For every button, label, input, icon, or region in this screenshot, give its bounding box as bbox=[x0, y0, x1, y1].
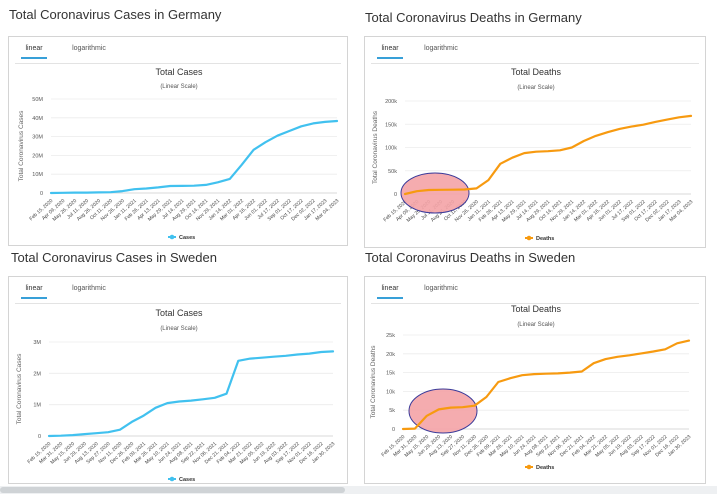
chart-card-germany-deaths: linear logarithmic Total Deaths (Linear Sc… bbox=[364, 36, 706, 248]
y-tick-label: 50k bbox=[388, 169, 397, 175]
highlight-ellipse bbox=[400, 172, 470, 214]
tab-logarithmic[interactable]: logarithmic bbox=[424, 45, 458, 52]
legend-marker bbox=[169, 234, 175, 240]
chart-sweden-cases: Total Cases (Linear Scale) Total Coronavir… bbox=[16, 308, 336, 483]
data-line-cases bbox=[47, 350, 335, 438]
y-tick-label: 3M bbox=[33, 340, 41, 346]
tab-logarithmic[interactable]: logarithmic bbox=[72, 285, 106, 292]
chart-card-sweden-deaths: linear logarithmic Total Deaths (Linear Sc… bbox=[364, 276, 706, 484]
tab-divider bbox=[15, 303, 341, 304]
tab-logarithmic[interactable]: logarithmic bbox=[72, 45, 106, 52]
legend-label: Cases bbox=[179, 235, 195, 241]
chart-title: Total Deaths bbox=[511, 67, 562, 77]
data-line-deaths bbox=[403, 114, 693, 196]
y-tick-label: 0 bbox=[38, 434, 41, 440]
y-tick-label: 20k bbox=[386, 352, 395, 358]
y-tick-label: 150k bbox=[385, 122, 397, 128]
tab-linear[interactable]: linear bbox=[377, 282, 403, 299]
chart-subtitle: (Linear Scale) bbox=[517, 85, 554, 91]
chart-title: Total Cases bbox=[155, 67, 203, 77]
y-tick-label: 10k bbox=[386, 389, 395, 395]
tab-linear[interactable]: linear bbox=[21, 282, 47, 299]
chart-germany-cases: Total Cases (Linear Scale) Total Coronavir… bbox=[18, 67, 340, 241]
y-tick-label: 25k bbox=[386, 333, 395, 339]
chart-heading-sweden-cases: Total Coronavirus Cases in Sweden bbox=[11, 250, 217, 265]
y-tick-label: 50M bbox=[32, 97, 43, 103]
y-axis-label: Total Coronavirus Deaths bbox=[370, 345, 377, 419]
data-line-cases bbox=[49, 119, 339, 195]
chart-sweden-deaths: Total Deaths (Linear Scale) Total Coronavi… bbox=[370, 304, 692, 471]
chart-card-germany-cases: linear logarithmic Total Cases (Linear Sca… bbox=[8, 36, 348, 246]
chart-heading-germany-cases: Total Coronavirus Cases in Germany bbox=[9, 7, 222, 22]
tab-divider bbox=[371, 303, 699, 304]
y-tick-label: 0 bbox=[392, 427, 395, 433]
y-tick-label: 20M bbox=[32, 153, 43, 159]
chart-card-sweden-cases: linear logarithmic Total Cases (Linear Sca… bbox=[8, 276, 348, 484]
y-axis-label: Total Coronavirus Cases bbox=[16, 353, 23, 425]
chart-heading-sweden-deaths: Total Coronavirus Deaths in Sweden bbox=[365, 250, 576, 265]
y-tick-label: 200k bbox=[385, 99, 397, 105]
legend-label: Deaths bbox=[536, 236, 554, 242]
y-tick-label: 100k bbox=[385, 146, 397, 152]
chart-subtitle: (Linear Scale) bbox=[517, 322, 554, 328]
y-tick-label: 10M bbox=[32, 172, 43, 178]
tab-divider bbox=[15, 63, 341, 64]
y-tick-label: 2M bbox=[33, 371, 41, 377]
scrollbar-thumb[interactable] bbox=[0, 487, 345, 493]
legend-marker bbox=[526, 235, 532, 241]
chart-title: Total Cases bbox=[155, 308, 203, 318]
horizontal-scrollbar[interactable] bbox=[0, 486, 717, 494]
chart-subtitle: (Linear Scale) bbox=[160, 84, 197, 90]
data-line-deaths bbox=[401, 339, 691, 431]
y-tick-label: 15k bbox=[386, 371, 395, 377]
chart-germany-deaths: Total Deaths (Linear Scale) Total Coronavi… bbox=[372, 67, 694, 242]
y-tick-label: 0 bbox=[40, 191, 43, 197]
chart-heading-germany-deaths: Total Coronavirus Deaths in Germany bbox=[365, 10, 582, 25]
chart-title: Total Deaths bbox=[511, 304, 562, 314]
tab-logarithmic[interactable]: logarithmic bbox=[424, 285, 458, 292]
y-tick-label: 1M bbox=[33, 403, 41, 409]
tab-divider bbox=[371, 63, 699, 64]
chart-subtitle: (Linear Scale) bbox=[160, 326, 197, 332]
tab-linear[interactable]: linear bbox=[377, 42, 403, 59]
y-tick-label: 0 bbox=[394, 192, 397, 198]
y-tick-label: 30M bbox=[32, 135, 43, 141]
tab-linear[interactable]: linear bbox=[21, 42, 47, 59]
highlight-ellipse bbox=[408, 388, 478, 434]
y-axis-label: Total Coronavirus Cases bbox=[18, 110, 25, 182]
legend-marker bbox=[526, 464, 532, 470]
y-tick-label: 5k bbox=[389, 408, 395, 414]
y-axis-label: Total Coronavirus Deaths bbox=[372, 110, 379, 184]
legend-label: Deaths bbox=[536, 465, 554, 471]
y-tick-label: 40M bbox=[32, 116, 43, 122]
legend-label: Cases bbox=[179, 477, 195, 483]
legend-marker bbox=[169, 476, 175, 482]
